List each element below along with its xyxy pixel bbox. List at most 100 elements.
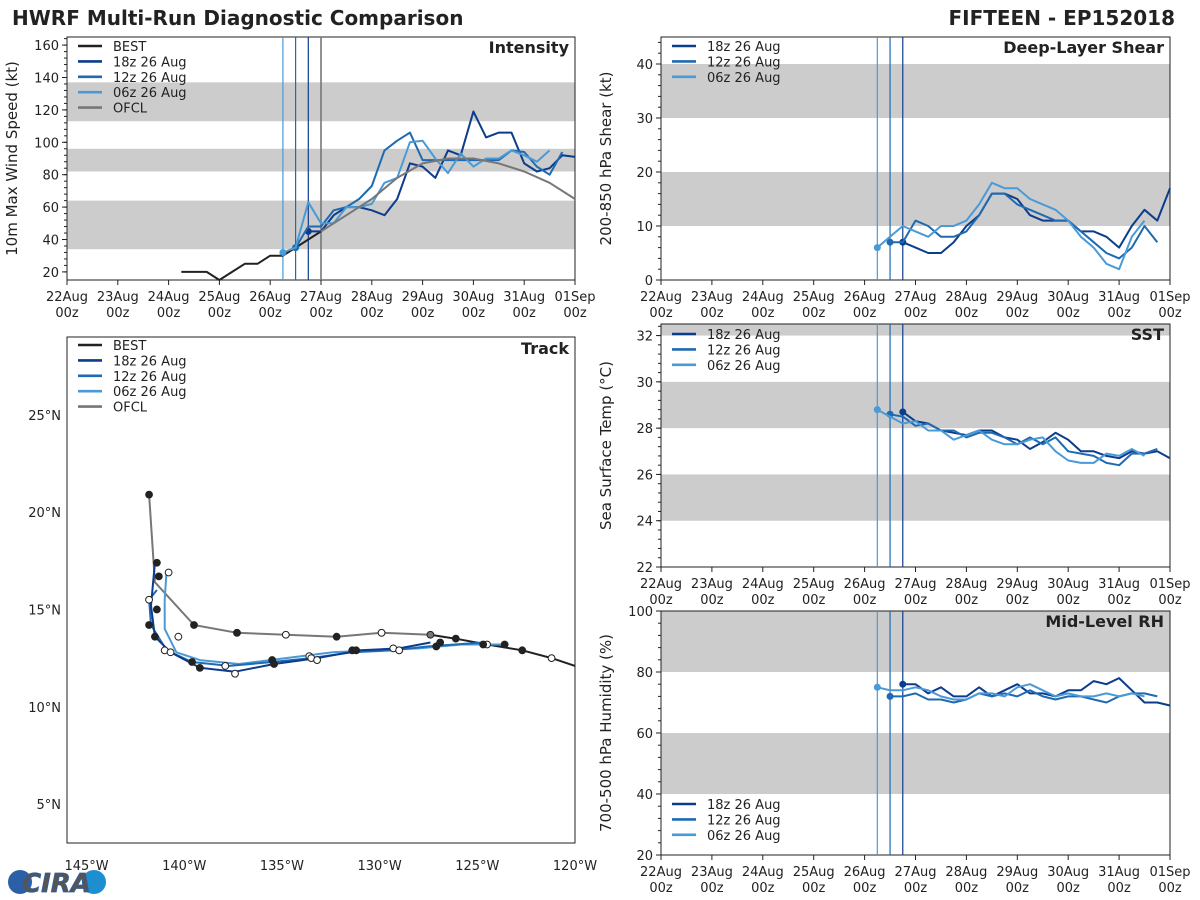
x-tick-label-date: 24Aug [742,290,784,305]
series-start-point [873,406,881,414]
y-axis-label: Sea Surface Temp (°C) [597,361,615,530]
x-tick-label-hour: 00z [1107,881,1131,896]
series-start-point [886,692,894,700]
lon-tick-label: 145°W [64,859,108,874]
x-tick-label-hour: 00z [208,306,232,321]
track-point-r18 [166,648,175,657]
x-tick-label-hour: 00z [853,593,877,608]
series-start-point [899,408,907,416]
lat-tick-label: 25°N [28,409,61,424]
x-tick-label-date: 31Aug [1098,577,1140,592]
track-line-ofcl [148,494,431,638]
x-tick-label-date: 27Aug [895,577,937,592]
x-tick-label-date: 25Aug [198,290,240,305]
series-start-point [873,683,881,691]
y-tick-label: 20 [636,166,653,181]
track-lines [145,490,575,678]
track-point-ofcl [377,628,386,637]
y-tick-label: 40 [636,58,653,73]
legend-label: OFCL [113,102,148,117]
x-tick-label-date: 26Aug [844,290,886,305]
x-tick-label-hour: 00z [1057,593,1081,608]
y-tick-label: 120 [34,104,59,119]
x-tick-label-date: 24Aug [742,577,784,592]
x-tick-label-date: 25Aug [793,865,835,880]
track-point-r18 [151,632,159,641]
x-tick-label-hour: 00z [904,881,928,896]
legend-label: 18z 26 Aug [113,354,187,369]
x-tick-label-hour: 00z [751,306,775,321]
x-tick-label-hour: 00z [853,881,877,896]
legend-label: OFCL [113,401,148,416]
x-tick-label-date: 26Aug [249,290,291,305]
x-tick-label-hour: 00z [411,306,435,321]
x-tick-label-hour: 00z [955,881,979,896]
track-point-ofcl [233,628,241,637]
logo-text: CIRA [22,869,91,899]
storm-id: FIFTEEN - EP152018 [948,6,1175,30]
x-tick-label-date: 01Sep [1149,865,1190,880]
panel-title: Track [521,339,569,358]
y-tick-label: 30 [636,376,653,391]
x-tick-label-date: 29Aug [996,865,1038,880]
legend-label: 06z 26 Aug [113,385,187,400]
lat-tick-label: 20°N [28,506,61,521]
x-tick-label-date: 22Aug [640,865,682,880]
track-point-ofcl [190,621,198,629]
y-tick-label: 100 [34,136,59,151]
track-point-r12 [221,662,230,670]
x-tick-label-date: 29Aug [996,577,1038,592]
legend-label: 06z 26 Aug [707,71,781,86]
intensity-panel: 2040608010012014016022Aug00z23Aug00z24Au… [3,36,596,321]
panel-title: Intensity [489,38,570,57]
x-tick-label-hour: 00z [1006,881,1030,896]
track-point-r12 [188,658,196,666]
track-point-r12 [145,595,153,604]
lon-tick-label: 120°W [553,859,597,874]
legend-label: 06z 26 Aug [707,359,781,374]
track-point-r06 [164,568,173,577]
x-tick-label-hour: 00z [700,593,724,608]
x-tick-label-hour: 00z [1158,881,1182,896]
x-tick-label-date: 29Aug [402,290,444,305]
track-point-r18 [395,646,404,655]
x-tick-label-hour: 00z [802,306,826,321]
x-tick-label-hour: 00z [1057,306,1081,321]
x-tick-label-hour: 00z [309,306,333,321]
x-tick-label-hour: 00z [904,306,928,321]
lat-tick-label: 15°N [28,603,61,618]
y-tick-label: 28 [636,422,653,437]
legend-label: 12z 26 Aug [113,370,187,385]
y-axis-label: 700-500 hPa Humidity (%) [597,634,615,832]
globe-icon [8,870,32,894]
x-tick-label-date: 29Aug [996,290,1038,305]
x-tick-label-hour: 00z [700,881,724,896]
series-line-r12 [294,131,564,249]
x-tick-label-hour: 00z [751,593,775,608]
x-tick-label-date: 01Sep [554,290,595,305]
shaded-band [661,324,1170,336]
y-tick-label: 20 [636,849,653,864]
track-point-r18 [152,558,161,567]
x-tick-label-date: 30Aug [1047,290,1089,305]
track-point-ofcl [281,630,290,639]
x-tick-label-date: 25Aug [793,290,835,305]
x-tick-label-date: 27Aug [895,865,937,880]
series-line-r18 [902,187,1171,254]
series-line-r18 [902,411,1171,460]
x-tick-label-hour: 00z [802,593,826,608]
track-point-r18 [313,656,321,664]
series-start-point [279,248,287,256]
series-start-point [886,238,894,246]
x-tick-label-hour: 00z [1057,881,1081,896]
legend-label: BEST [113,40,146,55]
y-tick-label: 10 [636,220,653,235]
x-tick-label-date: 25Aug [793,577,835,592]
legend-label: 06z 26 Aug [707,829,781,844]
y-tick-label: 0 [645,274,653,289]
shear-panel: 01020304022Aug00z23Aug00z24Aug00z25Aug00… [597,36,1191,321]
x-tick-label-hour: 00z [462,306,486,321]
series-line-r06 [876,408,1145,464]
y-tick-label: 20 [42,266,59,281]
